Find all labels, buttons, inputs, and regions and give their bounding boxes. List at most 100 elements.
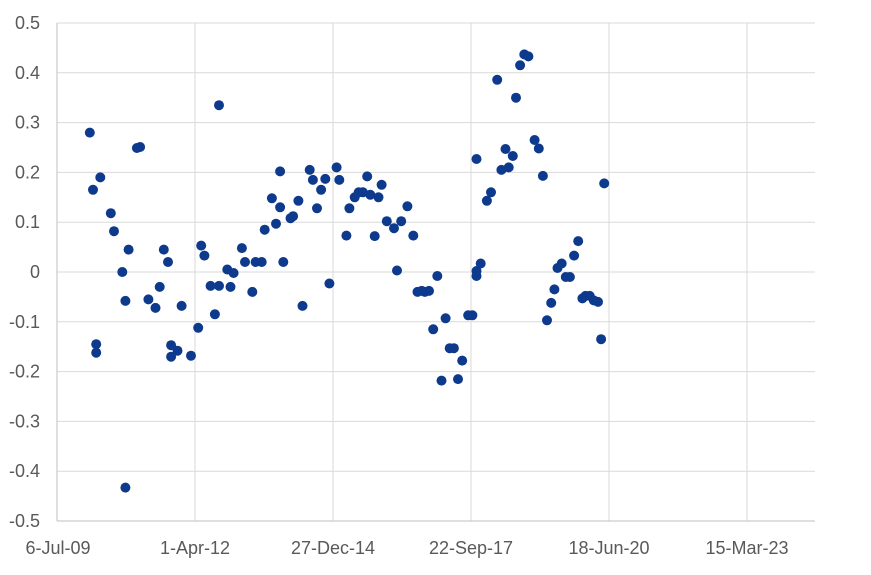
y-tick-label: 0.5 bbox=[15, 13, 40, 33]
data-point bbox=[492, 74, 503, 85]
y-tick-label: -0.2 bbox=[9, 362, 40, 382]
data-point bbox=[402, 201, 413, 212]
data-point bbox=[523, 51, 534, 62]
x-tick-label: 15-Mar-23 bbox=[705, 538, 788, 558]
data-point bbox=[117, 267, 128, 277]
data-point bbox=[228, 268, 239, 278]
data-point bbox=[389, 223, 399, 234]
y-tick-label: -0.3 bbox=[9, 411, 40, 431]
data-point bbox=[564, 272, 575, 282]
data-point bbox=[95, 172, 106, 183]
data-point bbox=[158, 244, 169, 255]
point-layer bbox=[84, 49, 610, 493]
data-point bbox=[537, 170, 548, 181]
data-point bbox=[471, 154, 482, 164]
tick-layer: 0.5 0.4 0.3 0.2 0.1 0 -0.1 -0.2 -0.3 -0.4 -0.5 6-Ju… bbox=[9, 13, 789, 558]
data-point bbox=[320, 173, 331, 184]
y-tick-label: 0.3 bbox=[15, 113, 40, 133]
data-point bbox=[172, 345, 183, 356]
data-point bbox=[334, 174, 345, 185]
data-point bbox=[596, 334, 607, 345]
data-point bbox=[143, 294, 154, 305]
data-point bbox=[471, 271, 482, 281]
data-point bbox=[533, 143, 544, 154]
data-point bbox=[312, 203, 322, 214]
data-point bbox=[91, 347, 102, 358]
x-tick-label: 22-Sep-17 bbox=[429, 538, 513, 558]
data-point bbox=[150, 302, 161, 313]
data-point bbox=[373, 192, 384, 203]
data-point bbox=[304, 164, 315, 175]
data-point bbox=[556, 258, 567, 269]
data-point bbox=[507, 151, 518, 161]
data-point bbox=[275, 166, 286, 177]
data-point bbox=[408, 230, 419, 241]
data-point bbox=[176, 300, 187, 311]
y-tick-label: 0.4 bbox=[15, 63, 40, 83]
data-point bbox=[275, 202, 286, 213]
data-point bbox=[331, 162, 342, 173]
y-tick-label: -0.4 bbox=[9, 461, 40, 481]
data-point bbox=[193, 322, 204, 333]
data-point bbox=[344, 203, 355, 214]
data-point bbox=[166, 351, 177, 362]
data-point bbox=[120, 482, 131, 493]
data-point bbox=[500, 144, 511, 154]
data-point bbox=[341, 230, 352, 241]
data-point bbox=[109, 226, 119, 237]
data-point bbox=[214, 100, 224, 111]
data-point bbox=[467, 310, 478, 321]
data-point bbox=[105, 208, 116, 219]
data-point bbox=[424, 285, 434, 296]
data-point bbox=[503, 162, 514, 173]
data-point bbox=[593, 296, 603, 307]
data-point bbox=[214, 280, 224, 291]
data-point bbox=[225, 281, 236, 292]
data-point bbox=[549, 284, 560, 295]
data-point bbox=[569, 250, 580, 261]
data-point bbox=[453, 374, 463, 385]
data-point bbox=[396, 216, 407, 227]
data-point bbox=[135, 142, 146, 152]
data-point bbox=[297, 300, 308, 311]
data-point bbox=[236, 243, 247, 254]
x-tick-label: 18-Jun-20 bbox=[568, 538, 649, 558]
data-point bbox=[293, 195, 304, 206]
y-tick-label: -0.1 bbox=[9, 312, 40, 332]
data-point bbox=[324, 278, 335, 289]
data-point bbox=[307, 174, 318, 185]
data-point bbox=[369, 231, 380, 242]
x-tick-label: 6-Jul-09 bbox=[25, 538, 90, 558]
data-point bbox=[599, 178, 610, 189]
data-point bbox=[247, 286, 258, 297]
data-point bbox=[432, 271, 443, 281]
y-tick-label: -0.5 bbox=[9, 511, 40, 531]
y-tick-label: 0 bbox=[30, 262, 40, 282]
data-point bbox=[205, 280, 216, 291]
x-tick-label: 1-Apr-12 bbox=[160, 538, 230, 558]
data-point bbox=[546, 297, 557, 308]
data-point bbox=[376, 179, 387, 190]
data-point bbox=[259, 224, 270, 235]
data-point bbox=[436, 375, 447, 386]
data-point bbox=[120, 295, 131, 306]
data-point bbox=[163, 257, 173, 267]
data-point bbox=[515, 60, 526, 71]
data-point bbox=[428, 324, 439, 335]
data-point bbox=[440, 313, 451, 324]
y-tick-label: 0.2 bbox=[15, 162, 40, 182]
data-point bbox=[88, 184, 98, 195]
data-point bbox=[199, 250, 210, 261]
data-point bbox=[84, 127, 95, 138]
data-point bbox=[154, 281, 165, 292]
data-point bbox=[209, 309, 220, 320]
data-point bbox=[448, 343, 459, 354]
data-point bbox=[381, 216, 392, 227]
data-point bbox=[196, 240, 207, 251]
data-point bbox=[288, 211, 299, 222]
data-point bbox=[475, 258, 486, 269]
data-point bbox=[240, 257, 250, 267]
y-tick-label: 0.1 bbox=[15, 212, 40, 232]
data-point bbox=[511, 92, 521, 103]
